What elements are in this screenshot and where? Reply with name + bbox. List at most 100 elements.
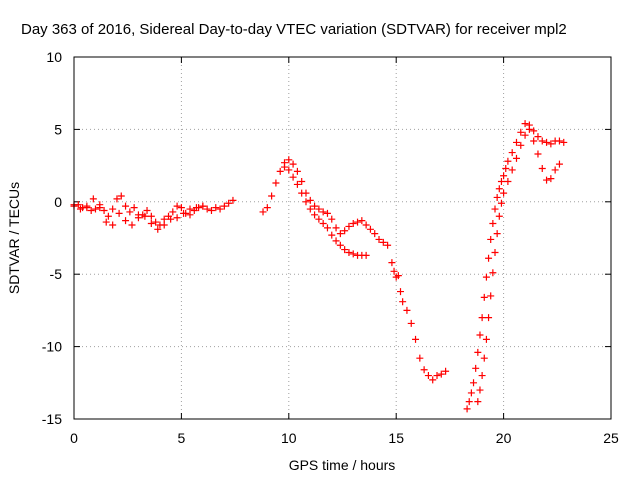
data-point bbox=[530, 127, 538, 135]
chart-title: Day 363 of 2016, Sidereal Day-to-day VTE… bbox=[21, 21, 567, 38]
y-tick-label: -15 bbox=[42, 411, 62, 427]
data-point bbox=[485, 314, 493, 322]
data-point bbox=[143, 206, 151, 214]
data-point bbox=[154, 225, 162, 233]
data-point bbox=[268, 192, 276, 200]
data-point bbox=[478, 372, 486, 380]
data-point bbox=[482, 335, 490, 343]
data-point bbox=[281, 163, 289, 171]
data-point bbox=[551, 166, 559, 174]
data-point bbox=[315, 215, 323, 223]
data-point bbox=[323, 224, 331, 232]
data-point bbox=[476, 386, 484, 394]
data-point bbox=[508, 149, 516, 157]
data-point bbox=[512, 138, 520, 146]
data-point bbox=[491, 205, 499, 213]
y-tick-label: 10 bbox=[46, 49, 62, 65]
data-point bbox=[362, 221, 370, 229]
data-point bbox=[87, 206, 95, 214]
x-axis-label: GPS time / hours bbox=[289, 457, 396, 473]
data-point bbox=[371, 230, 379, 238]
data-point bbox=[167, 215, 175, 223]
data-point bbox=[485, 254, 493, 262]
y-tick-label: -10 bbox=[42, 339, 62, 355]
data-point bbox=[465, 398, 473, 406]
data-point bbox=[336, 241, 344, 249]
data-point bbox=[117, 192, 125, 200]
data-point bbox=[298, 178, 306, 186]
data-point bbox=[160, 221, 168, 229]
data-point bbox=[311, 202, 319, 210]
y-tick-label: 0 bbox=[54, 194, 62, 210]
data-point bbox=[332, 237, 340, 245]
data-point bbox=[276, 167, 284, 175]
data-point bbox=[199, 202, 207, 210]
data-point bbox=[547, 175, 555, 183]
data-point bbox=[530, 137, 538, 145]
y-tick-labels: -15 -10 -5 0 5 10 bbox=[42, 49, 62, 427]
data-point bbox=[126, 208, 134, 216]
data-point bbox=[147, 220, 155, 228]
data-point bbox=[328, 231, 336, 239]
data-point bbox=[489, 220, 497, 228]
data-point bbox=[285, 166, 293, 174]
data-point bbox=[306, 205, 314, 213]
data-point bbox=[169, 208, 177, 216]
data-point bbox=[478, 314, 486, 322]
data-point bbox=[216, 205, 224, 213]
data-point bbox=[517, 128, 525, 136]
data-point bbox=[525, 125, 533, 133]
data-point bbox=[332, 224, 340, 232]
y-tick-label: 5 bbox=[54, 121, 62, 137]
data-point bbox=[521, 131, 529, 139]
data-point bbox=[487, 292, 495, 300]
data-point bbox=[358, 217, 366, 225]
data-point bbox=[141, 212, 149, 220]
data-point bbox=[474, 348, 482, 356]
data-point bbox=[315, 205, 323, 213]
data-point bbox=[489, 269, 497, 277]
data-point bbox=[399, 298, 407, 306]
data-point bbox=[517, 141, 525, 149]
data-point bbox=[341, 246, 349, 254]
x-tick-labels: 0 5 10 15 20 25 bbox=[70, 430, 619, 446]
data-point bbox=[534, 150, 542, 158]
data-point bbox=[263, 204, 271, 212]
data-point bbox=[497, 199, 505, 207]
data-points bbox=[70, 120, 568, 413]
data-point bbox=[429, 376, 437, 384]
data-point bbox=[512, 154, 520, 162]
data-point bbox=[89, 195, 97, 203]
data-point bbox=[323, 209, 331, 217]
data-point bbox=[203, 205, 211, 213]
data-point bbox=[104, 212, 112, 220]
data-point bbox=[379, 238, 387, 246]
data-point bbox=[555, 137, 563, 145]
data-point bbox=[416, 354, 424, 362]
data-point bbox=[130, 204, 138, 212]
data-point bbox=[504, 157, 512, 165]
data-point bbox=[173, 202, 181, 210]
data-point bbox=[500, 189, 508, 197]
data-point bbox=[362, 251, 370, 259]
data-point bbox=[341, 227, 349, 235]
data-point bbox=[349, 220, 357, 228]
data-point bbox=[319, 220, 327, 228]
axis-ticks bbox=[73, 56, 612, 420]
x-tick-label: 0 bbox=[70, 430, 78, 446]
data-point bbox=[76, 205, 84, 213]
grid-lines bbox=[74, 57, 611, 419]
data-point bbox=[403, 306, 411, 314]
data-point bbox=[96, 204, 104, 212]
data-point bbox=[390, 267, 398, 275]
y-axis-label: SDTVAR / TECUs bbox=[6, 182, 22, 294]
data-point bbox=[115, 209, 123, 217]
x-tick-label: 25 bbox=[603, 430, 619, 446]
data-point bbox=[293, 167, 301, 175]
data-point bbox=[229, 196, 237, 204]
data-point bbox=[102, 218, 110, 226]
data-point bbox=[412, 335, 420, 343]
data-point bbox=[128, 221, 136, 229]
data-point bbox=[207, 206, 215, 214]
data-point bbox=[420, 366, 428, 374]
